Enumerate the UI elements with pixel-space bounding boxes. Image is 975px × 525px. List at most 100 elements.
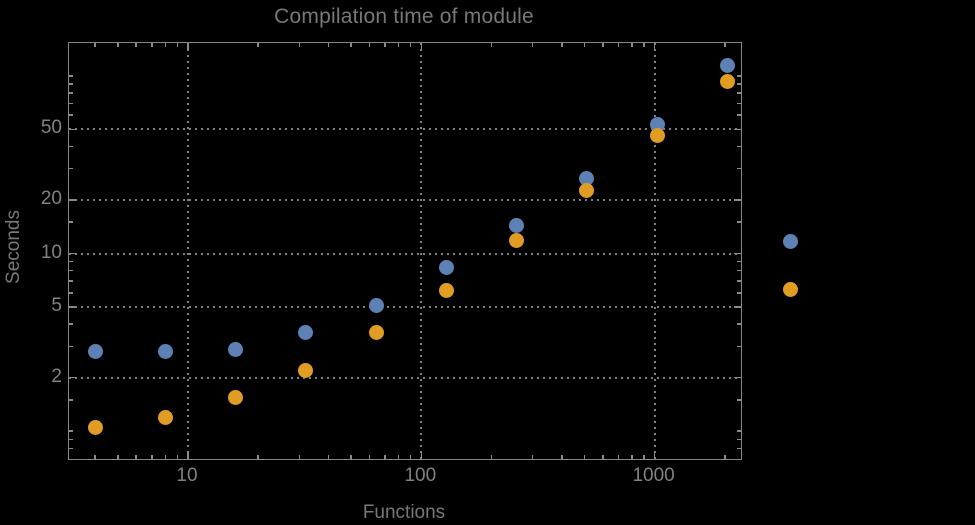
x-tick [135, 455, 137, 459]
data-point-series-2-orange [438, 282, 454, 298]
x-tick [653, 452, 656, 459]
data-point-series-2-orange [228, 389, 244, 405]
y-tick [69, 376, 76, 379]
y-tick [737, 430, 741, 432]
data-point-series-2-orange [509, 232, 525, 248]
y-tick [734, 199, 741, 201]
y-tick [737, 438, 741, 441]
x-tick [409, 43, 412, 47]
x-tick [257, 43, 259, 47]
x-tick [187, 452, 189, 459]
y-tick [737, 167, 741, 170]
x-tick [151, 43, 153, 47]
y-tick [69, 399, 73, 401]
x-tick [151, 455, 153, 459]
y-tick [69, 438, 73, 441]
y-tick-label: 50 [40, 117, 62, 139]
y-tick [737, 260, 741, 263]
x-tick [561, 43, 563, 47]
x-tick [602, 43, 604, 47]
x-tick [490, 455, 493, 459]
x-tick [164, 455, 167, 459]
x-tick [298, 43, 301, 47]
y-tick [737, 345, 741, 348]
x-tick [602, 455, 604, 459]
y-tick [737, 92, 741, 94]
x-gridline [420, 43, 423, 459]
y-tick [69, 323, 73, 325]
data-point-series-1-blue [228, 341, 244, 357]
x-tick [724, 455, 726, 459]
data-point-series-1-blue [298, 324, 314, 340]
x-tick [327, 43, 330, 47]
x-tick [164, 43, 167, 47]
x-tick [617, 455, 620, 459]
x-tick [583, 43, 586, 47]
plot-title: Compilation time of module [274, 5, 534, 28]
y-tick [69, 199, 76, 201]
x-tick [117, 43, 119, 47]
data-point-series-1-blue [87, 344, 103, 360]
y-gridline [69, 252, 741, 255]
data-point-series-1-blue [579, 170, 595, 186]
y-tick [69, 145, 73, 148]
data-point-series-1-blue [509, 218, 525, 234]
x-tick [583, 455, 586, 459]
x-tick [490, 43, 493, 47]
y-gridline [69, 128, 741, 131]
x-tick [397, 455, 400, 459]
y-tick-label: 20 [40, 188, 62, 209]
data-point-series-2-orange [719, 73, 735, 89]
x-tick [631, 43, 633, 47]
x-tick [94, 455, 96, 459]
x-tick [94, 43, 96, 47]
y-tick [737, 323, 741, 325]
y-tick [737, 292, 741, 294]
y-tick [734, 252, 741, 255]
y-tick [69, 167, 73, 170]
series-1-marker [782, 233, 798, 249]
y-tick-label: 2 [51, 365, 62, 387]
y-gridline [69, 305, 741, 308]
y-tick [737, 447, 741, 450]
x-tick [135, 43, 137, 47]
x-tick [561, 455, 563, 459]
y-tick [69, 252, 76, 255]
y-tick [69, 75, 73, 77]
y-tick [69, 102, 73, 105]
x-tick [643, 43, 645, 47]
x-tick [631, 455, 633, 459]
x-axis-label: Functions [362, 502, 446, 523]
y-tick [69, 83, 73, 85]
y-tick [69, 128, 76, 131]
y-tick [69, 430, 73, 432]
y-tick [69, 221, 73, 223]
y-tick [69, 447, 73, 450]
x-tick [176, 43, 179, 47]
x-tick [117, 455, 119, 459]
y-tick [737, 280, 741, 282]
y-tick [737, 83, 741, 85]
y-tick [69, 114, 73, 116]
y-tick [737, 221, 741, 223]
x-tick [176, 455, 179, 459]
data-point-series-2-orange [87, 419, 103, 435]
x-tick-label: 100 [404, 465, 437, 486]
x-tick [643, 455, 645, 459]
y-tick [737, 145, 741, 148]
y-tick [737, 269, 741, 272]
x-tick [350, 455, 352, 459]
data-point-series-2-orange [157, 409, 173, 425]
x-tick [298, 455, 301, 459]
data-point-series-2-orange [649, 128, 665, 144]
y-tick [69, 345, 73, 348]
x-tick [409, 455, 412, 459]
x-tick [187, 43, 189, 50]
y-tick [734, 376, 741, 379]
x-tick [617, 43, 620, 47]
x-tick [368, 455, 371, 459]
x-tick [724, 43, 726, 47]
x-tick [397, 43, 400, 47]
x-tick-label: 10 [176, 465, 198, 486]
